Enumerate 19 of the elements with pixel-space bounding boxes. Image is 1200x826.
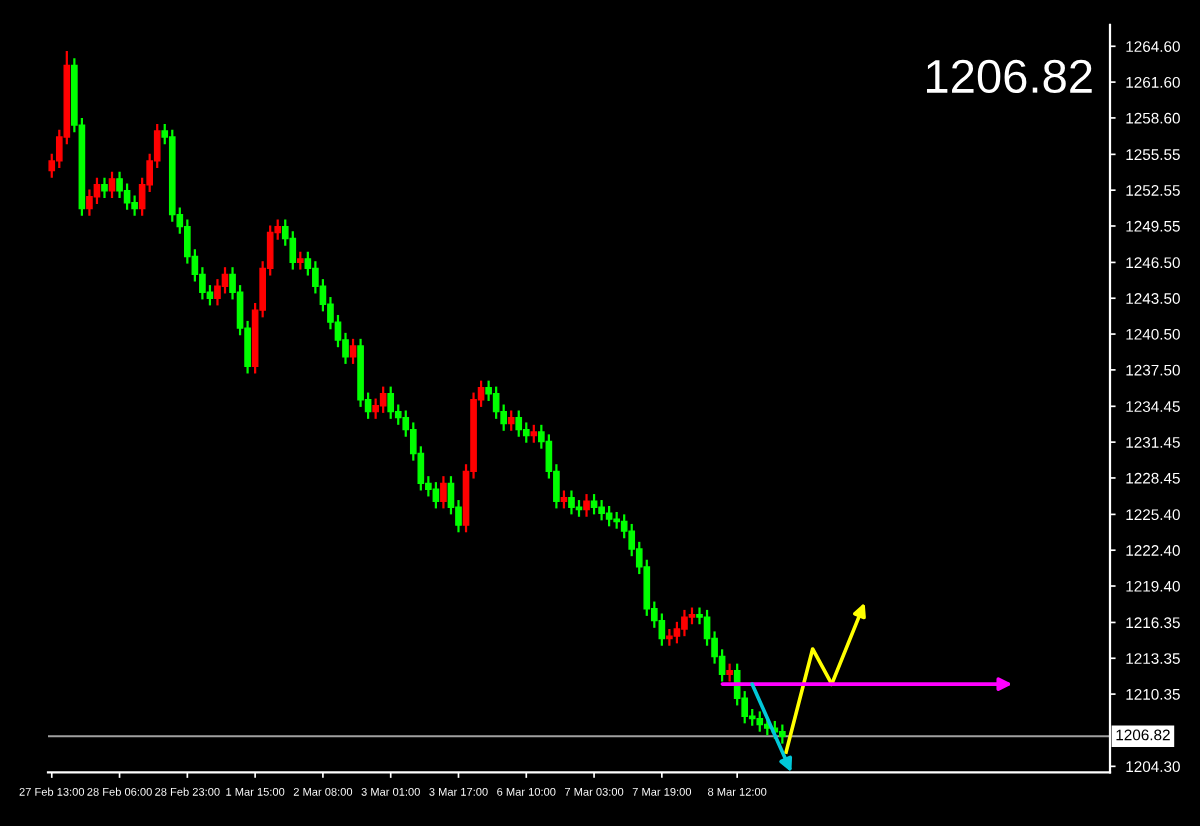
candlestick xyxy=(101,176,108,200)
candlestick xyxy=(349,337,357,366)
candlestick xyxy=(756,710,764,733)
candlestick xyxy=(387,385,395,420)
candlestick xyxy=(779,723,786,745)
candlestick xyxy=(658,612,666,647)
annotation: 1206.82 xyxy=(926,59,1092,94)
candlestick xyxy=(681,608,688,638)
candlestick xyxy=(568,489,575,516)
candlestick xyxy=(598,498,605,522)
candlestick xyxy=(515,409,523,438)
candlestick xyxy=(108,170,116,200)
candlestick xyxy=(492,385,500,420)
candlestick xyxy=(432,481,440,510)
candlestick xyxy=(440,475,447,510)
candlestick xyxy=(379,385,387,414)
candlestick xyxy=(605,504,613,528)
candlestick xyxy=(507,409,515,432)
candlestick xyxy=(583,492,590,518)
